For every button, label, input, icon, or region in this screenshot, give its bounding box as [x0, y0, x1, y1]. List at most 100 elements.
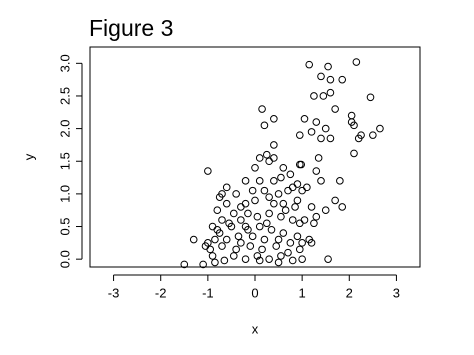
point — [317, 72, 325, 81]
point — [312, 167, 321, 175]
point — [336, 177, 344, 185]
point — [265, 193, 273, 201]
point — [331, 196, 339, 205]
point — [324, 62, 332, 71]
x-tick-label: -1 — [202, 285, 214, 300]
point — [291, 203, 299, 211]
point — [253, 212, 262, 221]
point — [350, 121, 358, 130]
point — [277, 252, 285, 260]
point — [208, 252, 217, 260]
point — [312, 212, 321, 221]
point — [357, 131, 365, 139]
point — [295, 245, 304, 254]
point — [218, 242, 226, 250]
point — [222, 235, 231, 244]
point — [225, 219, 233, 228]
point — [298, 186, 306, 195]
point — [246, 242, 255, 250]
point — [298, 255, 306, 263]
point — [237, 203, 245, 211]
point — [297, 160, 306, 169]
x-tick-label: -2 — [155, 285, 167, 300]
point — [326, 88, 335, 97]
point — [288, 216, 297, 224]
point — [211, 235, 219, 244]
point — [376, 124, 384, 133]
point — [277, 173, 285, 182]
point — [321, 124, 330, 133]
point — [300, 216, 309, 224]
point — [326, 134, 335, 143]
point — [279, 229, 288, 237]
point — [255, 154, 264, 162]
point — [307, 203, 316, 211]
point — [288, 183, 297, 192]
point — [241, 199, 250, 208]
point — [366, 93, 375, 102]
point — [208, 222, 217, 231]
point — [338, 203, 347, 211]
point — [321, 206, 330, 215]
point — [255, 222, 264, 231]
x-tick-label: 0 — [251, 285, 258, 300]
point — [218, 216, 226, 224]
point — [215, 229, 224, 237]
point — [272, 242, 281, 250]
point — [222, 199, 231, 208]
point — [331, 105, 339, 113]
point — [260, 186, 269, 195]
point — [286, 239, 295, 247]
chart-title: Figure 3 — [89, 15, 173, 41]
point — [244, 225, 252, 234]
point — [267, 225, 276, 234]
y-tick-label: 2.5 — [57, 87, 72, 105]
point — [305, 60, 314, 69]
point — [300, 115, 309, 123]
point — [213, 206, 222, 215]
point — [237, 216, 245, 224]
point — [237, 239, 245, 247]
point — [248, 232, 257, 241]
point — [180, 260, 189, 269]
x-tick-label: 3 — [393, 285, 400, 300]
point — [284, 186, 292, 195]
point — [229, 252, 238, 260]
point — [319, 92, 328, 100]
point — [258, 245, 266, 254]
point — [253, 252, 262, 260]
point — [265, 157, 273, 166]
point — [350, 149, 358, 158]
point — [274, 190, 283, 198]
point — [352, 58, 361, 66]
point — [270, 115, 278, 123]
point — [317, 177, 325, 185]
point — [295, 219, 304, 228]
point — [215, 193, 224, 201]
point — [279, 199, 288, 208]
point — [338, 75, 347, 84]
point — [199, 260, 207, 269]
point — [189, 235, 198, 244]
point — [369, 131, 377, 139]
y-tick-label: 1.0 — [57, 185, 72, 203]
point — [307, 239, 316, 247]
point — [274, 258, 283, 267]
point — [206, 245, 215, 254]
point — [307, 128, 316, 136]
point — [317, 134, 325, 143]
point — [284, 248, 292, 257]
x-tick-label: -3 — [108, 285, 120, 300]
point — [326, 75, 335, 84]
x-tick-label: 1 — [299, 285, 306, 300]
point — [255, 256, 264, 265]
point — [293, 232, 302, 241]
y-axis-label: y — [21, 153, 36, 160]
point — [286, 170, 295, 179]
point — [222, 183, 231, 192]
point — [295, 131, 304, 139]
point — [274, 235, 283, 244]
point — [347, 111, 356, 120]
point — [298, 239, 306, 247]
point — [281, 206, 290, 215]
